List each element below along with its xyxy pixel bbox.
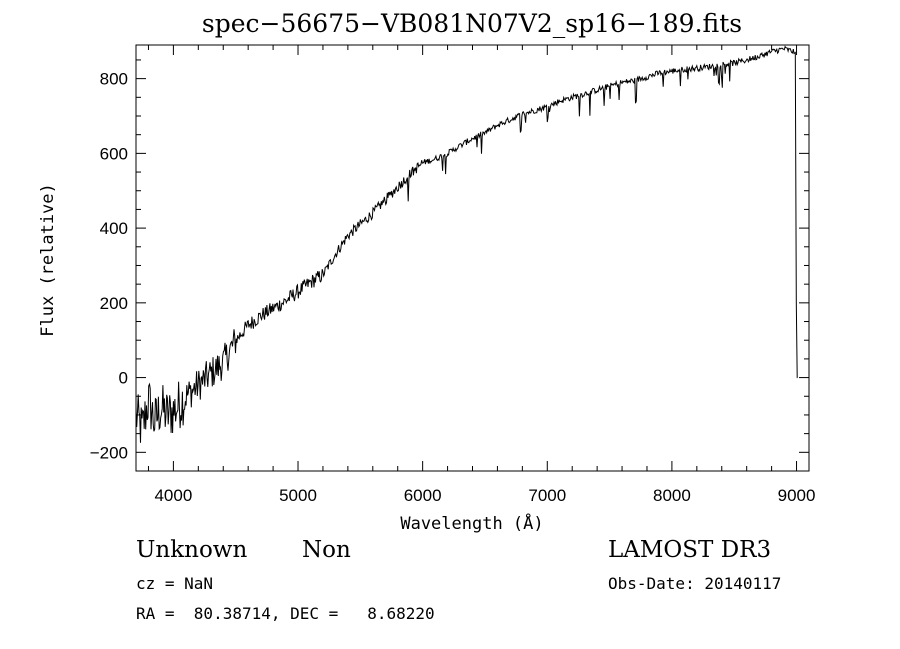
y-tick-label: 200 [100, 294, 128, 313]
spectrum-chart: spec−56675−VB081N07V2_sp16−189.fits 4000… [38, 9, 816, 534]
x-tick-label: 4000 [154, 486, 192, 505]
chart-title: spec−56675−VB081N07V2_sp16−189.fits [202, 9, 742, 38]
x-tick-label: 9000 [778, 486, 816, 505]
coordinates: RA = 80.38714, DEC = 8.68220 [136, 604, 435, 623]
y-tick-label: −200 [90, 443, 128, 462]
observation-date: Obs-Date: 20140117 [608, 574, 782, 593]
x-tick-label: 8000 [653, 486, 691, 505]
x-axis-ticks: 4000 5000 6000 7000 8000 9000 [147, 45, 816, 505]
y-tick-label: 400 [100, 219, 128, 238]
object-class: Unknown [136, 537, 248, 563]
y-tick-label: 600 [100, 144, 128, 163]
x-tick-label: 6000 [404, 486, 442, 505]
y-axis-ticks: −200 0 200 400 600 800 [90, 59, 809, 462]
x-axis-label: Wavelength (Å) [400, 512, 543, 534]
x-tick-label: 7000 [528, 486, 566, 505]
x-tick-label: 5000 [279, 486, 317, 505]
flux-series-line [135, 45, 798, 443]
survey-name: LAMOST DR3 [608, 537, 772, 563]
y-tick-label: 0 [119, 369, 128, 388]
redshift-cz: cz = NaN [136, 574, 214, 593]
object-subclass: Non [302, 537, 351, 563]
plot-frame [135, 44, 810, 472]
y-tick-label: 800 [100, 70, 128, 89]
y-axis-label: Flux (relative) [38, 183, 58, 337]
